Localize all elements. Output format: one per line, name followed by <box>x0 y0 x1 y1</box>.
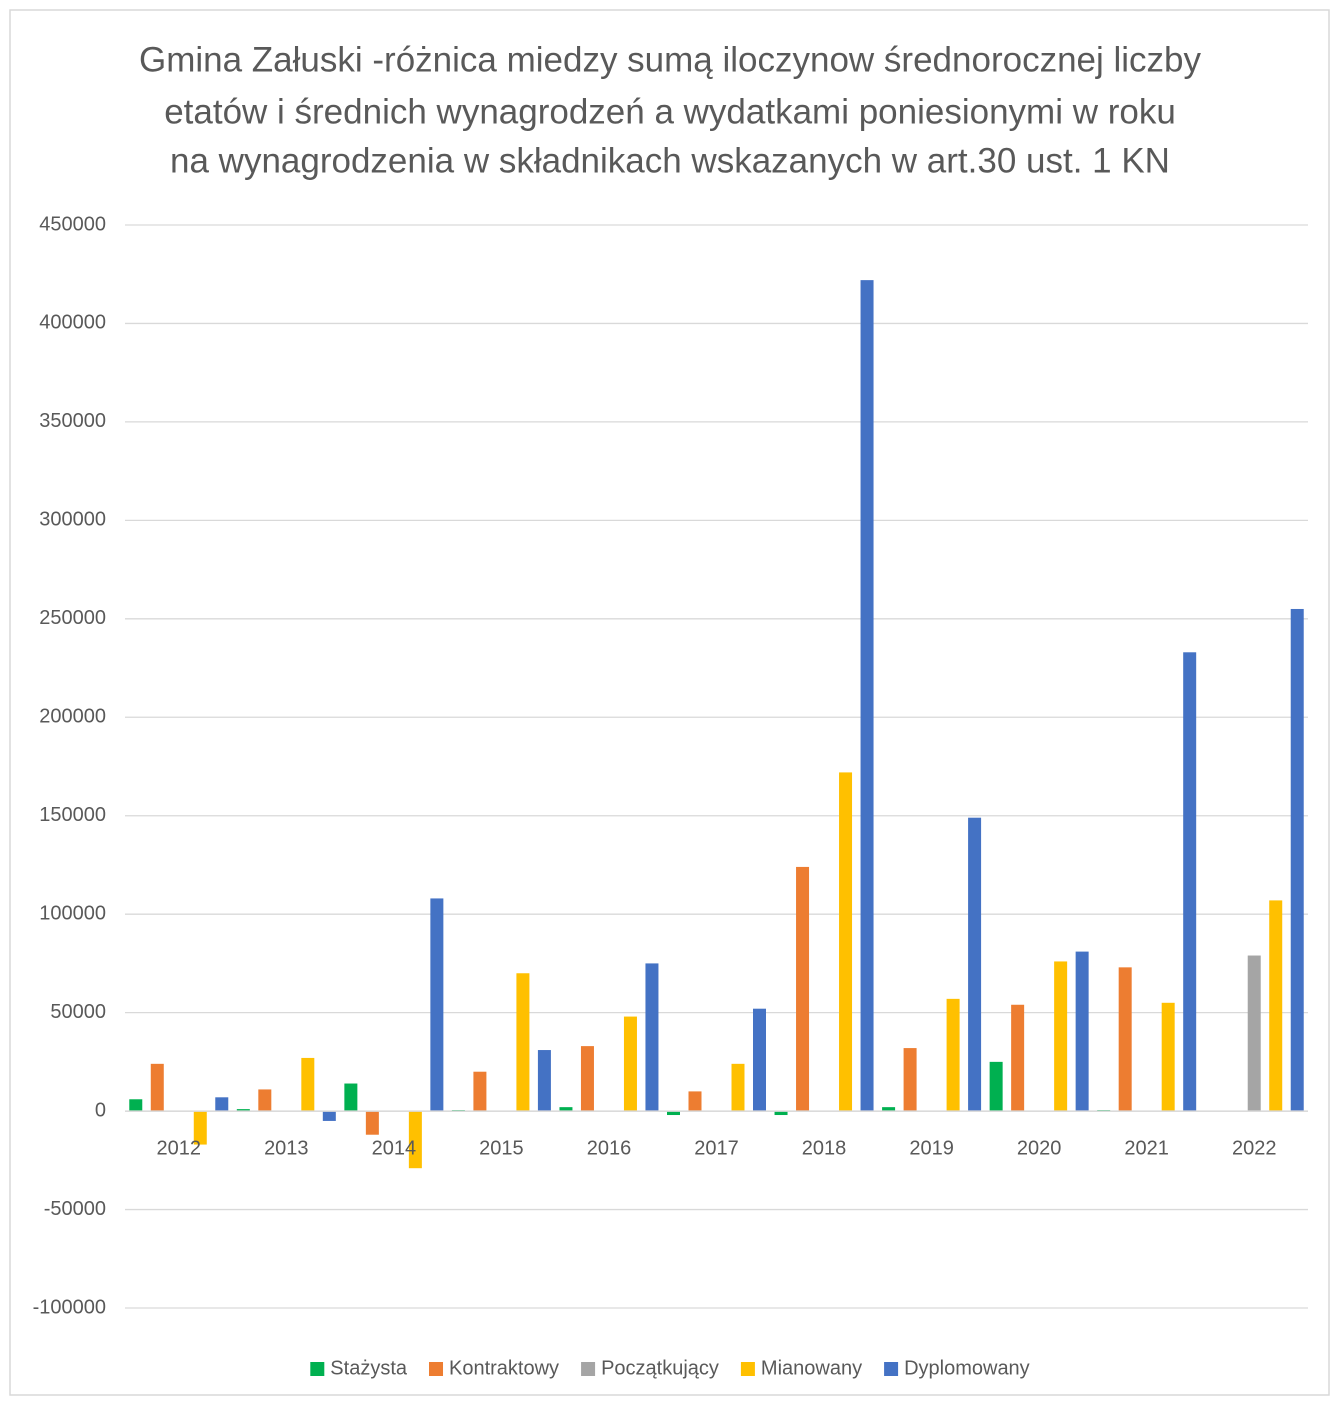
bar <box>1183 652 1196 1111</box>
bar <box>645 963 658 1111</box>
x-tick-label: 2012 <box>157 1137 202 1159</box>
y-tick-label: 0 <box>95 1099 106 1121</box>
bar <box>430 898 443 1111</box>
y-tick-label: 250000 <box>39 607 106 629</box>
y-tick-label: -50000 <box>44 1198 106 1220</box>
bar <box>947 999 960 1111</box>
x-tick-label: 2014 <box>372 1137 417 1159</box>
legend-label: Początkujący <box>601 1357 719 1379</box>
bar <box>1011 1005 1024 1111</box>
legend-label: Kontraktowy <box>449 1357 559 1379</box>
x-tick-label: 2017 <box>694 1137 739 1159</box>
bar <box>904 1048 917 1111</box>
bar <box>732 1064 745 1111</box>
bar <box>151 1064 164 1111</box>
chart-frame <box>10 10 1329 1395</box>
bar <box>323 1111 336 1121</box>
bar <box>1248 956 1261 1112</box>
x-tick-label: 2022 <box>1232 1137 1277 1159</box>
x-tick-label: 2020 <box>1017 1137 1062 1159</box>
bar <box>1291 609 1304 1111</box>
bar <box>1269 900 1282 1111</box>
bar <box>1119 967 1132 1111</box>
bar <box>129 1099 142 1111</box>
bar <box>990 1062 1003 1111</box>
bar <box>968 818 981 1111</box>
bar <box>215 1097 228 1111</box>
bar <box>861 280 874 1111</box>
y-tick-label: 150000 <box>39 804 106 826</box>
legend-swatch <box>581 1362 595 1376</box>
bar <box>366 1111 379 1135</box>
bar <box>538 1050 551 1111</box>
bar <box>1162 1003 1175 1111</box>
x-tick-label: 2019 <box>909 1137 954 1159</box>
x-tick-label: 2021 <box>1124 1137 1169 1159</box>
y-tick-label: 200000 <box>39 706 106 728</box>
y-tick-label: 100000 <box>39 902 106 924</box>
y-tick-label: 300000 <box>39 509 106 531</box>
y-tick-label: 450000 <box>39 213 106 235</box>
bar <box>258 1089 271 1111</box>
x-tick-label: 2013 <box>264 1137 309 1159</box>
legend-label: Stażysta <box>330 1357 408 1379</box>
bar <box>624 1017 637 1112</box>
bar <box>689 1091 702 1111</box>
x-tick-label: 2015 <box>479 1137 524 1159</box>
bar <box>344 1084 357 1112</box>
x-tick-label: 2018 <box>802 1137 847 1159</box>
legend-label: Dyplomowany <box>904 1357 1030 1379</box>
bar <box>473 1072 486 1111</box>
y-tick-label: 350000 <box>39 410 106 432</box>
bar <box>1054 961 1067 1111</box>
legend-label: Mianowany <box>761 1357 862 1379</box>
y-tick-label: 400000 <box>39 312 106 334</box>
bar <box>796 867 809 1111</box>
chart-title: Gmina Załuski -różnica miedzy sumą ilocz… <box>139 40 1202 79</box>
legend-swatch <box>741 1362 755 1376</box>
legend-swatch <box>884 1362 898 1376</box>
legend-swatch <box>429 1362 443 1376</box>
bar <box>1076 952 1089 1111</box>
bar <box>581 1046 594 1111</box>
bar <box>753 1009 766 1111</box>
bar <box>516 973 529 1111</box>
bar <box>301 1058 314 1111</box>
x-tick-label: 2016 <box>587 1137 632 1159</box>
chart-title: etatów i średnich wynagrodzeń a wydatkam… <box>164 92 1176 131</box>
legend-swatch <box>310 1362 324 1376</box>
bar <box>839 772 852 1111</box>
chart-title: na wynagrodzenia w składnikach wskazanyc… <box>170 141 1170 180</box>
y-tick-label: -100000 <box>33 1296 106 1318</box>
y-tick-label: 50000 <box>50 1001 106 1023</box>
